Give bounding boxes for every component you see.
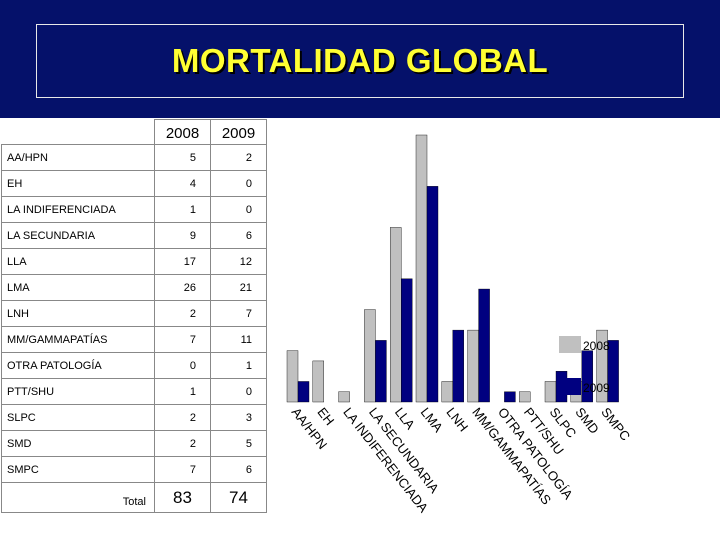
value-2009: 21: [210, 274, 267, 301]
x-tick-label: LNH: [443, 405, 471, 435]
value-2008: 9: [154, 222, 211, 249]
legend-label-2008: 2008: [583, 339, 610, 353]
value-2008: 0: [154, 352, 211, 379]
bar-2009-3: [375, 340, 387, 403]
bar-2008-7: [467, 329, 479, 403]
value-2008: 83: [154, 482, 211, 513]
value-2009: 2: [210, 144, 267, 171]
value-2009: 6: [210, 456, 267, 483]
table-corner: [1, 119, 155, 145]
value-2008: 2: [154, 300, 211, 327]
bar-2009-5: [426, 186, 439, 403]
legend-label-2009: 2009: [583, 381, 610, 395]
value-2008: 17: [154, 248, 211, 275]
value-2008: 7: [154, 456, 211, 483]
table-row: EH 4 0: [1, 170, 267, 197]
table-row: OTRA PATOLOGÍA 0 1: [1, 352, 267, 379]
value-2009: 6: [210, 222, 267, 249]
table-row: LLA 17 12: [1, 248, 267, 275]
table-row: LNH 2 7: [1, 300, 267, 327]
table-row: SMD 2 5: [1, 430, 267, 457]
value-2008: 1: [154, 196, 211, 223]
x-tick-label: SMPC: [598, 405, 633, 444]
value-2009: 1: [210, 352, 267, 379]
bar-2008-0: [286, 350, 299, 403]
row-label: EH: [1, 170, 155, 197]
mortality-table: 2008 2009 AA/HPN 5 2 EH 4 0 LA INDIFERENCIADA 1…: [1, 119, 267, 513]
value-2009: 74: [210, 482, 267, 513]
legend-swatch-2008: [559, 336, 581, 353]
row-label: MM/GAMMAPATÍAS: [1, 326, 155, 353]
value-2009: 0: [210, 196, 267, 223]
row-label: SMD: [1, 430, 155, 457]
value-2008: 26: [154, 274, 211, 301]
value-2008: 1: [154, 378, 211, 405]
row-label: SMPC: [1, 456, 155, 483]
table-row: LMA 26 21: [1, 274, 267, 301]
bar-2008-5: [415, 134, 428, 403]
bar-2008-6: [441, 381, 454, 403]
value-2009: 11: [210, 326, 267, 353]
bar-2009-4: [400, 278, 413, 403]
bar-2008-3: [364, 309, 376, 403]
row-label: SLPC: [1, 404, 155, 431]
row-label: PTT/SHU: [1, 378, 155, 405]
bar-2009-12: [607, 340, 619, 403]
value-2008: 7: [154, 326, 211, 353]
table-row: SMPC 7 6: [1, 456, 267, 483]
slide-title: MORTALIDAD GLOBAL: [171, 42, 549, 79]
value-2009: 12: [210, 248, 267, 275]
x-tick-label: EH: [314, 405, 337, 428]
value-2008: 2: [154, 404, 211, 431]
value-2008: 4: [154, 170, 211, 197]
header-2008: 2008: [154, 119, 211, 145]
bar-2008-9: [518, 391, 531, 403]
table-row: SLPC 2 3: [1, 404, 267, 431]
value-2008: 5: [154, 144, 211, 171]
value-2009: 7: [210, 300, 267, 327]
bar-2009-8: [504, 391, 516, 403]
value-2009: 0: [210, 378, 267, 405]
row-label: LNH: [1, 300, 155, 327]
row-label: AA/HPN: [1, 144, 155, 171]
row-label: LA SECUNDARIA: [1, 222, 155, 249]
bar-2008-1: [312, 360, 324, 403]
bar-2009-6: [452, 329, 465, 403]
title-frame: MORTALIDAD GLOBAL: [36, 24, 684, 98]
table-row: LA SECUNDARIA 9 6: [1, 222, 267, 249]
x-tick-label: LMA: [418, 405, 446, 436]
bar-2008-2: [338, 391, 350, 403]
table-header-row: 2008 2009: [1, 119, 267, 145]
value-2009: 0: [210, 170, 267, 197]
header-2009: 2009: [210, 119, 267, 145]
value-2008: 2: [154, 430, 211, 457]
bar-2009-11: [581, 350, 593, 403]
row-label: OTRA PATOLOGÍA: [1, 352, 155, 379]
value-2009: 5: [210, 430, 267, 457]
content-panel: 2008 2009 AA/HPN 5 2 EH 4 0 LA INDIFERENCIADA 1…: [0, 118, 720, 540]
legend-swatch-2009: [559, 378, 581, 395]
table-row: MM/GAMMAPATÍAS 7 11: [1, 326, 267, 353]
bar-2008-4: [389, 227, 402, 403]
row-label: LLA: [1, 248, 155, 275]
bar-2009-0: [297, 381, 310, 403]
row-label: LA INDIFERENCIADA: [1, 196, 155, 223]
table-total-row: Total 83 74: [1, 482, 267, 513]
bar-2008-10: [544, 381, 557, 403]
table-row: LA INDIFERENCIADA 1 0: [1, 196, 267, 223]
bar-2009-7: [478, 288, 490, 403]
value-2009: 3: [210, 404, 267, 431]
table-row: PTT/SHU 1 0: [1, 378, 267, 405]
row-label: LMA: [1, 274, 155, 301]
table-row: AA/HPN 5 2: [1, 144, 267, 171]
row-label: Total: [1, 482, 155, 513]
